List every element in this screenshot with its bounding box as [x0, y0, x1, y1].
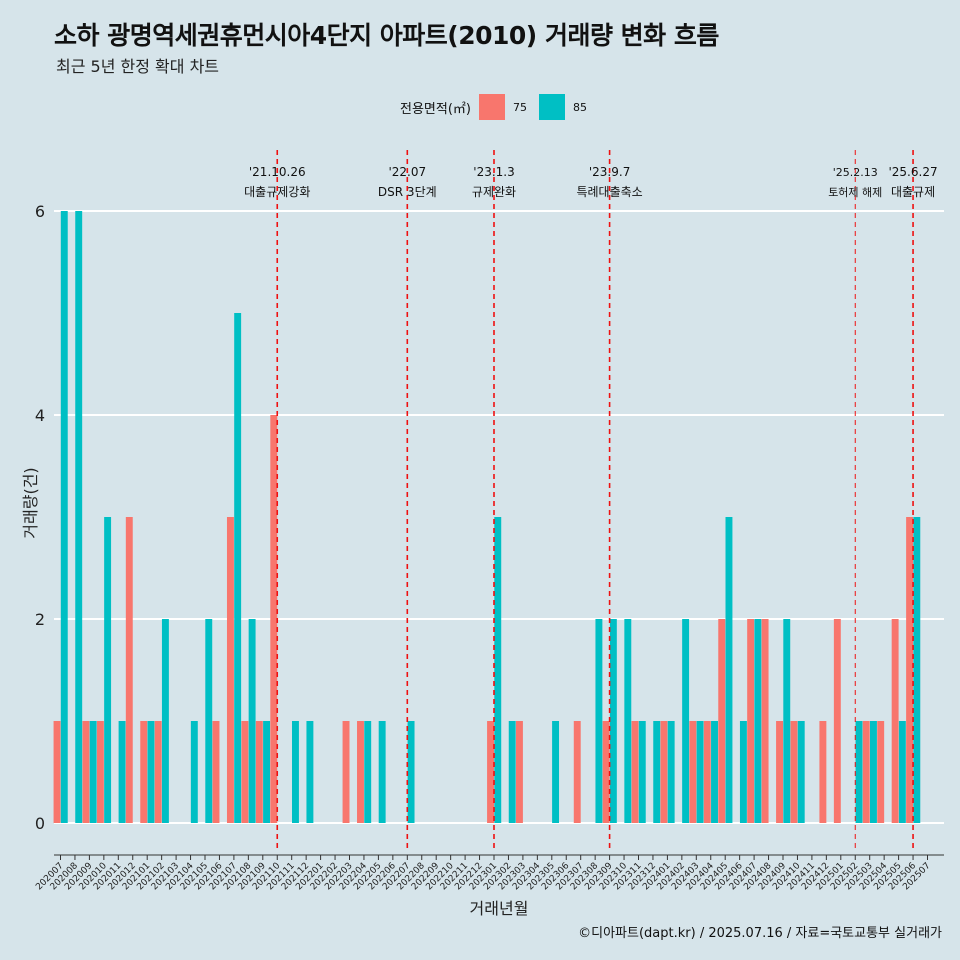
legend-label-75: 75: [512, 100, 527, 114]
bar-85-202010: [104, 517, 112, 823]
bar-85-202107: [234, 313, 242, 823]
bar-75-202401: [660, 721, 668, 823]
event-label: 특례대출축소: [576, 185, 642, 199]
bar-75-202409: [776, 721, 783, 823]
bar-75-202107: [226, 517, 234, 823]
bar-85-202204: [364, 721, 372, 823]
bar-85-202310: [624, 619, 632, 823]
bar-85-202405: [725, 517, 733, 823]
y-tick-label: 4: [35, 406, 45, 425]
event-date: '23.1.3: [473, 165, 514, 179]
bar-85-202409: [783, 619, 791, 823]
bar-85-202309: [609, 619, 617, 823]
bar-75-202307: [573, 721, 581, 823]
bar-75-202506: [906, 517, 914, 823]
bar-75-202405: [718, 619, 726, 823]
chart-title: 소하 광명역세권휴먼시아4단지 아파트(2010) 거래량 변화 흐름: [54, 21, 719, 50]
y-tick-label: 6: [35, 202, 45, 221]
y-axis-title: 거래량(건): [21, 467, 40, 538]
bar-75-202504: [877, 721, 885, 823]
bar-75-202009: [82, 721, 90, 823]
bar-75-202203: [342, 721, 350, 823]
y-tick-label: 0: [35, 814, 45, 833]
bar-85-202105: [205, 619, 213, 823]
bar-75-202403: [689, 721, 697, 823]
legend: 전용면적(㎡) 75 85: [400, 93, 599, 121]
bar-85-202102: [161, 619, 169, 823]
legend-swatch-75: [478, 94, 505, 120]
bar-75-202404: [703, 721, 711, 823]
bar-85-202109: [263, 721, 271, 823]
bar-85-202312: [653, 721, 661, 823]
event-date: '21.10.26: [249, 165, 306, 179]
bar-75-202407: [747, 619, 755, 823]
bar-75-202412: [819, 721, 827, 823]
bar-75-202007: [53, 721, 61, 823]
bar-85-202401: [667, 721, 675, 823]
bar-75-202309: [602, 721, 610, 823]
bar-85-202305: [552, 721, 560, 823]
bar-85-202011: [118, 721, 126, 823]
event-date: '25.6.27: [888, 165, 937, 179]
bar-85-202505: [898, 721, 906, 823]
bar-85-202410: [797, 721, 805, 823]
bar-75-202010: [96, 721, 104, 823]
bar-85-202104: [190, 721, 198, 823]
bar-75-202101: [140, 721, 148, 823]
event-label: DSR 3단계: [378, 185, 437, 199]
bar-75-202102: [154, 721, 162, 823]
source-caption: ©디아파트(dapt.kr) / 2025.07.16 / 자료=국토교통부 실…: [578, 926, 942, 941]
bar-75-202106: [212, 721, 220, 823]
bar-85-202506: [913, 517, 921, 823]
event-label: 토허제 해제: [828, 185, 882, 199]
bar-75-202501: [833, 619, 841, 823]
bar-85-202008: [75, 211, 83, 823]
bar-85-202207: [407, 721, 415, 823]
bar-85-202503: [870, 721, 877, 823]
bar-75-202408: [761, 619, 769, 823]
bar-75-202110: [270, 415, 278, 823]
bar-85-202205: [378, 721, 386, 823]
bar-85-202111: [292, 721, 299, 823]
bar-85-202402: [682, 619, 690, 823]
bar-85-202112: [306, 721, 314, 823]
legend-title: 전용면적(㎡): [400, 101, 471, 117]
bar-75-202012: [125, 517, 133, 823]
bar-75-202503: [862, 721, 870, 823]
chart-subtitle: 최근 5년 한정 확대 차트: [56, 57, 220, 76]
bar-75-202311: [631, 721, 639, 823]
bar-85-202101: [147, 721, 155, 823]
bar-85-202311: [638, 721, 646, 823]
bar-85-202308: [595, 619, 603, 823]
event-label: 규제완화: [472, 185, 516, 199]
bar-75-202204: [357, 721, 364, 823]
bar-75-202410: [790, 721, 798, 823]
bar-85-202404: [711, 721, 718, 823]
bar-85-202108: [248, 619, 256, 823]
bar-75-202109: [255, 721, 263, 823]
legend-swatch-85: [538, 94, 565, 120]
bar-75-202301: [487, 721, 494, 823]
bar-85-202009: [89, 721, 97, 823]
bar-75-202303: [515, 721, 523, 823]
event-label: 대출규제: [891, 185, 935, 199]
bar-85-202502: [855, 721, 863, 823]
legend-label-85: 85: [572, 100, 587, 114]
bar-85-202407: [754, 619, 762, 823]
bar-85-202406: [739, 721, 747, 823]
x-axis-title: 거래년월: [470, 899, 529, 918]
bar-85-202403: [696, 721, 704, 823]
event-date: '22.07: [388, 165, 426, 179]
event-date: '25.2.13: [833, 166, 878, 179]
event-date: '23.9.7: [589, 165, 630, 179]
y-tick-label: 2: [35, 610, 45, 629]
bar-85-202302: [508, 721, 516, 823]
bar-75-202505: [891, 619, 899, 823]
event-label: 대출규제강화: [244, 185, 310, 199]
bar-85-202007: [60, 211, 68, 823]
bar-85-202301: [494, 517, 502, 823]
bar-75-202108: [241, 721, 249, 823]
